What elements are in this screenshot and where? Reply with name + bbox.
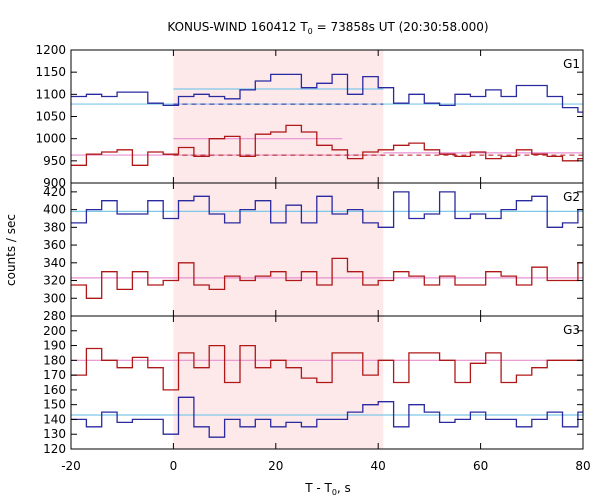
y-axis-label: counts / sec <box>4 214 18 286</box>
panel-g2-ytick-label-320: 320 <box>43 274 66 288</box>
panel-g1-label: G1 <box>563 57 580 71</box>
xtick-label--20: -20 <box>61 459 81 473</box>
panel-g2-ytick-label-300: 300 <box>43 291 66 305</box>
panel-g1-ytick-label-1200: 1200 <box>35 43 66 57</box>
panel-g1-series-blue <box>71 73 583 113</box>
panel-g3-ytick-label-140: 140 <box>43 412 66 426</box>
panel-g3-ytick-label-170: 170 <box>43 368 66 382</box>
panel-g3-label: G3 <box>563 323 580 337</box>
xtick-label-80: 80 <box>575 459 590 473</box>
panel-g2-label: G2 <box>563 190 580 204</box>
panel-g3-frame <box>70 315 584 450</box>
xtick-label-60: 60 <box>473 459 488 473</box>
panel-g3-ytick-label-180: 180 <box>43 353 66 367</box>
panel-g3-series-blue <box>71 396 583 438</box>
panel-g2-ytick-label-420: 420 <box>43 185 66 199</box>
panel-g3-ytick-label-200: 200 <box>43 324 66 338</box>
panel-g1-ytick-label-950: 950 <box>43 154 66 168</box>
panel-g3-ytick-label-160: 160 <box>43 383 66 397</box>
panel-g2-ytick-label-380: 380 <box>43 220 66 234</box>
panel-g2-ytick-label-400: 400 <box>43 203 66 217</box>
xtick-label-0: 0 <box>170 459 178 473</box>
panel-g2-series-blue <box>71 191 583 228</box>
plot-area: 90095010001050110011501200G1280300320340… <box>35 43 590 473</box>
shaded-interval <box>173 50 384 449</box>
panel-g3-series-red <box>71 344 583 391</box>
panel-g3-ytick-label-120: 120 <box>43 442 66 456</box>
panel-g1-ytick-label-1150: 1150 <box>35 65 66 79</box>
xtick-label-40: 40 <box>371 459 386 473</box>
panel-g1-ytick-label-1050: 1050 <box>35 110 66 124</box>
panel-g2-ytick-label-280: 280 <box>43 309 66 323</box>
panel-g2-ytick-label-340: 340 <box>43 256 66 270</box>
panel-g1-ytick-label-1000: 1000 <box>35 132 66 146</box>
panel-g1-ytick-label-900: 900 <box>43 176 66 190</box>
panel-g3-ytick-label-190: 190 <box>43 339 66 353</box>
xtick-label-20: 20 <box>268 459 283 473</box>
x-axis-label: T - T0, s <box>304 481 351 497</box>
panel-g1-series-red <box>71 124 583 166</box>
panel-g2-ytick-label-360: 360 <box>43 238 66 252</box>
panel-g3-ytick-label-130: 130 <box>43 427 66 441</box>
panel-g2-series-red <box>71 257 583 299</box>
chart-title: KONUS-WIND 160412 T0 = 73858s UT (20:30:… <box>167 20 488 36</box>
panel-g3-ytick-label-150: 150 <box>43 398 66 412</box>
panel-g1-ytick-label-1100: 1100 <box>35 87 66 101</box>
